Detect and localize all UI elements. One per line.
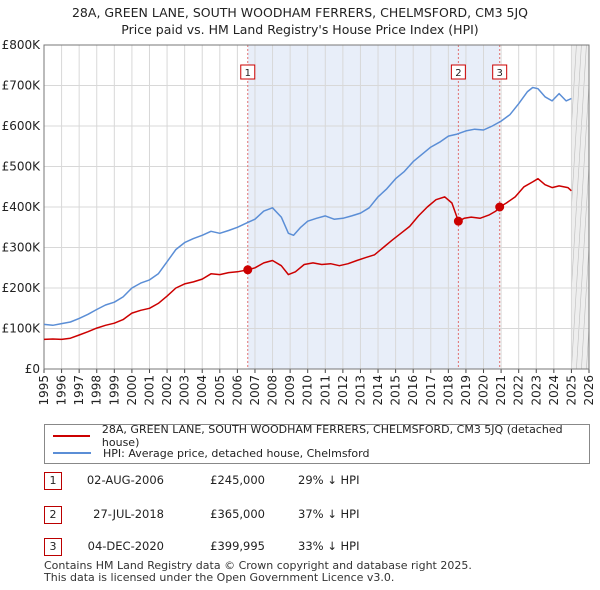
sale-hpi-diff: 33% ↓ HPI: [298, 539, 360, 553]
y-tick-label: £400K: [2, 200, 42, 214]
chart-axes: £0 £100K £200K £300K £400K £500K £600K £700K £80…: [2, 38, 596, 406]
y-tick-label: £500K: [2, 160, 42, 174]
sale-marker-label: 2: [455, 68, 461, 79]
forecast-hatch-line: [596, 45, 600, 369]
footer-attribution: Contains HM Land Registry data © Crown c…: [44, 560, 472, 584]
x-tick-label: 2023: [529, 375, 543, 406]
sale-price: £245,000: [210, 473, 265, 487]
sale-hpi-diff: 29% ↓ HPI: [298, 473, 360, 487]
legend-line-hpi: [53, 452, 91, 454]
sale-hpi-diff: 37% ↓ HPI: [298, 507, 360, 521]
footer-copyright: Contains HM Land Registry data © Crown c…: [44, 559, 472, 572]
chart-subtitle: Price paid vs. HM Land Registry's House …: [121, 22, 479, 37]
legend-item-property: 28A, GREEN LANE, SOUTH WOODHAM FERRERS, …: [53, 423, 589, 449]
footer-licence: This data is licensed under the Open Gov…: [44, 571, 395, 584]
x-tick-label: 2016: [406, 375, 420, 406]
x-tick-label: 2002: [160, 375, 174, 406]
sale-marker-badge: 2: [44, 506, 62, 524]
legend-line-property: [53, 435, 90, 437]
chart-title: 28A, GREEN LANE, SOUTH WOODHAM FERRERS, …: [71, 5, 529, 20]
legend-label-hpi: HPI: Average price, detached house, Chel…: [103, 446, 370, 460]
x-tick-label: 1999: [107, 375, 121, 406]
x-tick-label: 2017: [424, 375, 438, 406]
x-tick-label: 2021: [494, 375, 508, 406]
x-tick-label: 2008: [266, 375, 280, 406]
chart-title-block: 28A, GREEN LANE, SOUTH WOODHAM FERRERS, …: [0, 4, 600, 38]
series-line-hpi: [43, 86, 572, 327]
plot-frame: [43, 44, 590, 370]
x-tick-label: 2007: [248, 375, 262, 406]
x-tick-label: 2020: [477, 375, 491, 406]
price-chart: £0 £100K £200K £300K £400K £500K £600K £700K £80…: [2, 38, 600, 406]
sale-row: 1 02-AUG-2006 £245,000 29% ↓ HPI: [44, 472, 564, 490]
sale-marker-badge: 1: [44, 472, 62, 490]
sale-marker-label: 3: [497, 68, 503, 79]
x-tick-label: 2006: [230, 375, 244, 406]
x-tick-label: 2011: [318, 375, 332, 406]
y-tick-label: £200K: [2, 281, 42, 295]
sale-date: 27-JUL-2018: [93, 507, 164, 521]
sale-row: 2 27-JUL-2018 £365,000 37% ↓ HPI: [44, 506, 564, 524]
forecast-hatch-line: [571, 45, 577, 131]
x-tick-label: 2005: [213, 375, 227, 406]
sale-point: [243, 265, 253, 275]
y-tick-label: £300K: [2, 241, 42, 255]
y-tick-label: £700K: [2, 79, 42, 93]
sale-price: £399,995: [210, 539, 265, 553]
legend-item-hpi: HPI: Average price, detached house, Chel…: [53, 445, 369, 461]
x-tick-label: 1998: [90, 375, 104, 406]
sale-date: 02-AUG-2006: [86, 473, 164, 487]
x-tick-label: 1995: [37, 375, 51, 406]
sale-marker-label: 1: [245, 68, 251, 79]
x-tick-label: 2004: [195, 375, 209, 406]
x-tick-label: 2010: [301, 375, 315, 406]
x-tick-label: 2025: [564, 375, 578, 406]
sale-row: 3 04-DEC-2020 £399,995 33% ↓ HPI: [44, 538, 564, 556]
y-tick-label: £100K: [2, 322, 42, 336]
x-tick-label: 2013: [353, 375, 367, 406]
x-tick-label: 2015: [389, 375, 403, 406]
forecast-hatch-line: [571, 45, 582, 212]
x-tick-label: 2000: [125, 375, 139, 406]
x-tick-label: 2009: [283, 375, 297, 406]
y-tick-label: £800K: [2, 38, 42, 52]
forecast-hatch-line: [581, 241, 590, 369]
x-tick-label: 2003: [178, 375, 192, 406]
x-tick-label: 2022: [512, 375, 526, 406]
sale-point: [495, 202, 505, 212]
x-tick-label: 1997: [72, 375, 86, 406]
forecast-hatch-line: [591, 45, 600, 369]
chart-legend: 28A, GREEN LANE, SOUTH WOODHAM FERRERS, …: [44, 423, 590, 464]
legend-label-property: 28A, GREEN LANE, SOUTH WOODHAM FERRERS, …: [101, 423, 563, 449]
x-tick-label: 2014: [371, 375, 385, 406]
sale-price: £365,000: [210, 507, 265, 521]
x-tick-label: 2026: [582, 375, 596, 406]
sale-marker-box: [492, 64, 508, 80]
sale-marker-badge: 3: [44, 538, 62, 556]
sale-marker-box: [240, 64, 256, 80]
sale-date: 04-DEC-2020: [87, 539, 164, 553]
x-tick-label: 2024: [547, 375, 561, 406]
x-tick-label: 2019: [459, 375, 473, 406]
y-tick-label: £600K: [2, 119, 42, 133]
sale-point: [453, 216, 463, 226]
x-tick-label: 2018: [441, 375, 455, 406]
x-tick-label: 2001: [142, 375, 156, 406]
sale-marker-box: [450, 64, 466, 80]
y-tick-label: £0: [25, 362, 40, 376]
chart-sale-markers: 1 2 3: [240, 64, 508, 275]
x-tick-label: 1996: [55, 375, 69, 406]
x-tick-label: 2012: [336, 375, 350, 406]
